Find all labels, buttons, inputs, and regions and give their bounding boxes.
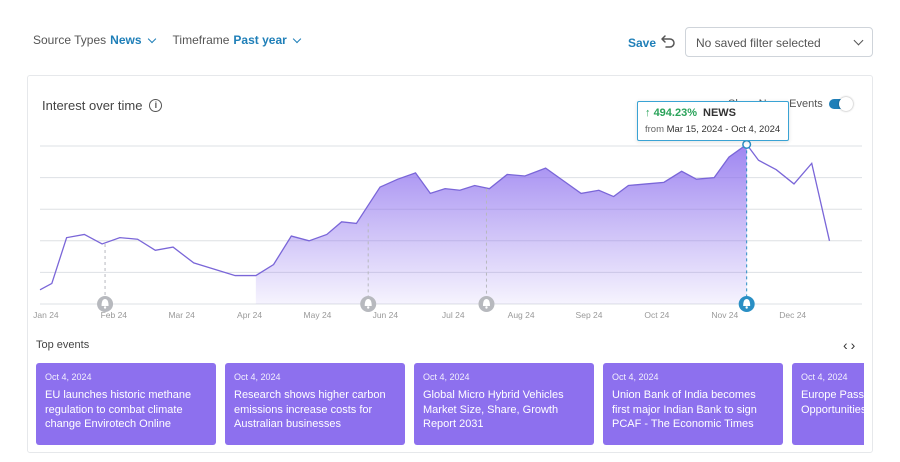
top-events-label: Top events [36, 339, 90, 351]
x-tick-label: Feb 24 [101, 310, 128, 320]
interest-card [27, 75, 873, 453]
x-tick-label: Apr 24 [237, 310, 262, 320]
event-title: EU launches historic methane regulation … [45, 389, 192, 430]
chevron-right-icon[interactable]: › [850, 337, 859, 353]
event-title: Europe Passenger Car Opportunities 2016-… [801, 389, 864, 416]
event-date: Oct 4, 2024 [801, 372, 848, 382]
interest-chart: Jan 24 Feb 24 Mar 24 Apr 24 May 24 Jun 24 Jul … [33, 139, 862, 320]
event-card[interactable]: Oct 4, 2024 Union Bank of India becomes … [603, 363, 783, 445]
save-button[interactable]: Save [628, 36, 657, 50]
event-marker [360, 223, 377, 312]
chart-title: Interest over time i [42, 98, 163, 113]
event-card[interactable]: Oct 4, 2024 EU launches historic methane… [36, 363, 216, 445]
tooltip-change: ↑ 494.23% [645, 107, 697, 119]
chart-tooltip: ↑ 494.23% NEWS from Mar 15, 2024 - Oct 4… [637, 101, 789, 141]
event-marker [478, 188, 495, 312]
x-tick-label: May 24 [304, 310, 332, 320]
x-tick-label: Nov 24 [711, 310, 738, 320]
x-tick-label: Mar 24 [168, 310, 195, 320]
event-title: Global Micro Hybrid Vehicles Market Size… [423, 389, 564, 430]
filter-bar: Source Types News Timeframe Past year [33, 33, 302, 47]
x-tick-label: Jun 24 [373, 310, 399, 320]
bell-shape [482, 299, 490, 306]
events-row: Oct 4, 2024 EU launches historic methane… [36, 363, 864, 445]
saved-filter-value: No saved filter selected [696, 36, 821, 50]
event-date: Oct 4, 2024 [423, 372, 470, 382]
chevron-left-icon[interactable]: ‹ [843, 337, 851, 353]
event-marker [97, 243, 114, 312]
series-line [39, 143, 831, 291]
event-card[interactable]: Oct 4, 2024 Global Micro Hybrid Vehicles… [414, 363, 594, 445]
event-date: Oct 4, 2024 [234, 372, 281, 382]
timeframe-value: Past year [233, 33, 287, 47]
bell-shape [364, 299, 372, 306]
chart-title-text: Interest over time [42, 98, 143, 113]
events-nav: ‹› [843, 337, 858, 353]
active-event-marker [738, 144, 755, 312]
event-date: Oct 4, 2024 [612, 372, 659, 382]
bell-clapper [745, 306, 748, 309]
info-icon[interactable]: i [149, 99, 163, 112]
event-title: Union Bank of India becomes first major … [612, 389, 757, 430]
source-types-filter[interactable]: Source Types News [33, 33, 156, 47]
bell-clapper [367, 306, 370, 309]
event-title: Research shows higher carbon emissions i… [234, 389, 386, 430]
x-tick-label: Dec 24 [779, 310, 806, 320]
timeframe-filter[interactable]: Timeframe Past year [172, 33, 302, 47]
toggle-switch[interactable] [828, 97, 853, 111]
bell-clapper [103, 306, 107, 309]
bell-shape [101, 299, 109, 306]
highlight-point [742, 139, 752, 149]
source-types-label: Source Types [33, 33, 107, 47]
tooltip-source: NEWS [703, 107, 736, 119]
event-card[interactable]: Oct 4, 2024 Research shows higher carbon… [225, 363, 405, 445]
event-card[interactable]: Oct 4, 2024 Europe Passenger Car Opportu… [792, 363, 864, 445]
event-date: Oct 4, 2024 [45, 372, 92, 382]
x-tick-label: Jul 24 [442, 310, 465, 320]
tooltip-range: from Mar 15, 2024 - Oct 4, 2024 [645, 124, 781, 135]
undo-icon[interactable] [660, 33, 676, 49]
x-tick-label: Oct 24 [644, 310, 669, 320]
x-tick-label: Sep 24 [576, 310, 603, 320]
bell-clapper [485, 306, 488, 309]
x-tick-label: Aug 24 [508, 310, 535, 320]
bell-shape [743, 299, 751, 306]
source-types-value: News [110, 33, 142, 47]
timeframe-label: Timeframe [172, 33, 230, 47]
highlight-area [255, 144, 747, 304]
saved-filter-select[interactable]: No saved filter selected [685, 27, 873, 57]
x-tick-label: Jan 24 [33, 310, 59, 320]
